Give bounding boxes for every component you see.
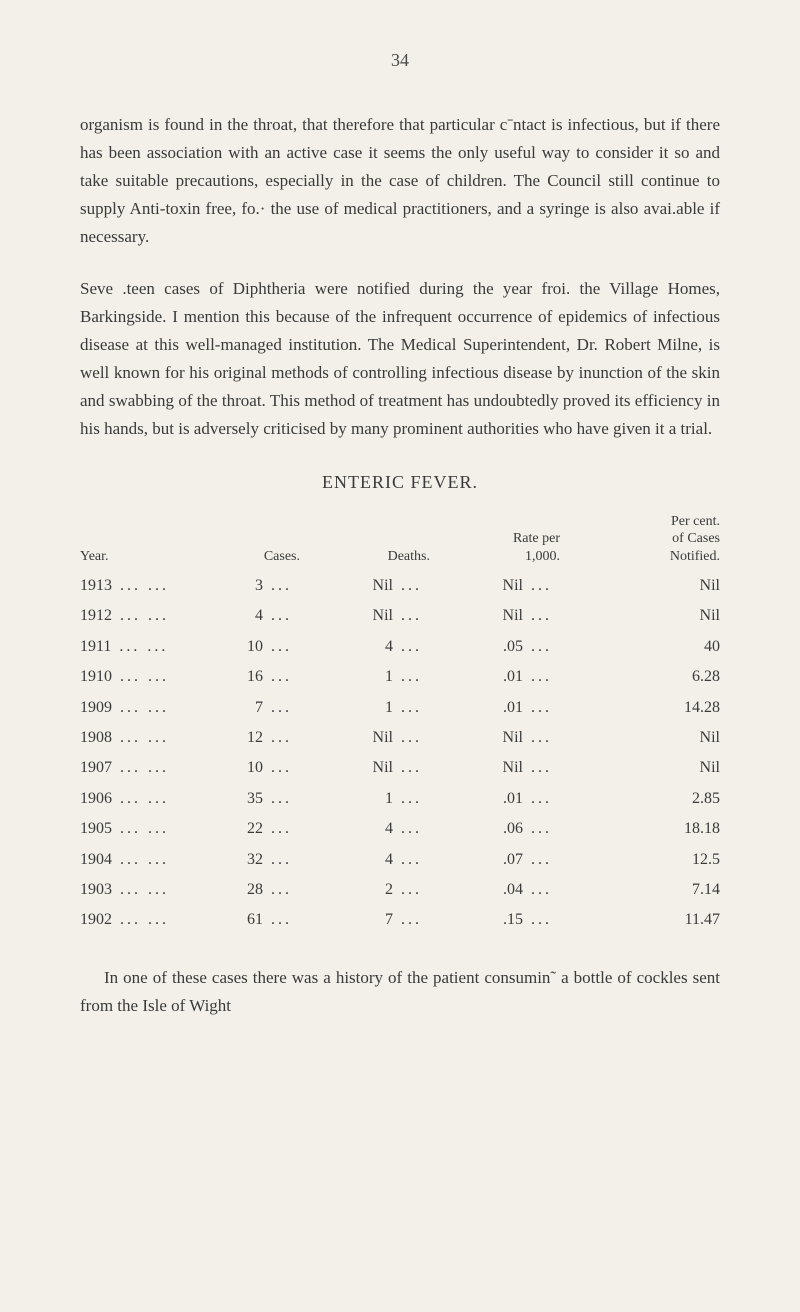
cell-cases: 61... xyxy=(200,905,300,935)
header-rate-line1: Rate per xyxy=(513,530,560,548)
cell-year: 1912... ... xyxy=(80,601,200,631)
table-row: 1913... ...3...Nil...Nil...Nil xyxy=(80,571,720,601)
cell-rate: .01... xyxy=(430,693,560,723)
paragraph-3: In one of these cases there was a histor… xyxy=(80,964,720,1020)
cell-deaths: 1... xyxy=(300,784,430,814)
cell-cases: 28... xyxy=(200,875,300,905)
header-notified-line2: of Cases xyxy=(672,530,720,548)
header-deaths-label: Deaths. xyxy=(388,548,430,566)
table-row: 1904... ...32...4....07...12.5 xyxy=(80,845,720,875)
paragraph-2: Seve .teen cases of Diphtheria were noti… xyxy=(80,275,720,443)
cell-year: 1904... ... xyxy=(80,845,200,875)
cell-cases: 7... xyxy=(200,693,300,723)
cell-year: 1913... ... xyxy=(80,571,200,601)
cell-rate: Nil... xyxy=(430,571,560,601)
table-row: 1910... ...16...1....01...6.28 xyxy=(80,662,720,692)
header-year-label: Year. xyxy=(80,548,109,566)
header-cases: x x Cases. xyxy=(200,513,300,566)
cell-rate: .15... xyxy=(430,905,560,935)
header-notified-line1: Per cent. xyxy=(671,513,720,531)
cell-deaths: Nil... xyxy=(300,601,430,631)
table-row: 1906... ...35...1....01...2.85 xyxy=(80,784,720,814)
cell-cases: 16... xyxy=(200,662,300,692)
cell-cases: 3... xyxy=(200,571,300,601)
cell-deaths: 2... xyxy=(300,875,430,905)
cell-notified: 40 xyxy=(560,632,720,662)
cell-year: 1903... ... xyxy=(80,875,200,905)
cell-deaths: Nil... xyxy=(300,723,430,753)
cell-rate: .01... xyxy=(430,784,560,814)
cell-cases: 22... xyxy=(200,814,300,844)
cell-notified: 7.14 xyxy=(560,875,720,905)
cell-rate: Nil... xyxy=(430,601,560,631)
cell-notified: 6.28 xyxy=(560,662,720,692)
cell-deaths: 4... xyxy=(300,814,430,844)
table-header-row: x x Year. x x Cases. x x Deaths. x Rate … xyxy=(80,513,720,566)
cell-cases: 32... xyxy=(200,845,300,875)
cell-deaths: 4... xyxy=(300,845,430,875)
header-cases-label: Cases. xyxy=(264,548,300,566)
cell-rate: .01... xyxy=(430,662,560,692)
cell-deaths: 7... xyxy=(300,905,430,935)
cell-year: 1909... ... xyxy=(80,693,200,723)
cell-rate: .07... xyxy=(430,845,560,875)
cell-notified: 11.47 xyxy=(560,905,720,935)
cell-year: 1910... ... xyxy=(80,662,200,692)
header-deaths: x x Deaths. xyxy=(300,513,430,566)
cell-notified: Nil xyxy=(560,601,720,631)
cell-year: 1908... ... xyxy=(80,723,200,753)
header-rate-line2: 1,000. xyxy=(525,548,560,566)
enteric-fever-table: x x Year. x x Cases. x x Deaths. x Rate … xyxy=(80,513,720,936)
header-notified: Per cent. of Cases Notified. xyxy=(560,513,720,566)
table-row: 1902... ...61...7....15...11.47 xyxy=(80,905,720,935)
cell-year: 1907... ... xyxy=(80,753,200,783)
cell-deaths: Nil... xyxy=(300,753,430,783)
cell-cases: 4... xyxy=(200,601,300,631)
cell-notified: Nil xyxy=(560,571,720,601)
cell-deaths: Nil... xyxy=(300,571,430,601)
cell-year: 1906... ... xyxy=(80,784,200,814)
header-rate: x Rate per 1,000. xyxy=(430,513,560,566)
cell-notified: 14.28 xyxy=(560,693,720,723)
table-row: 1911... ...10...4....05...40 xyxy=(80,632,720,662)
page-number: 34 xyxy=(80,50,720,71)
table-row: 1912... ...4...Nil...Nil...Nil xyxy=(80,601,720,631)
table-row: 1905... ...22...4....06...18.18 xyxy=(80,814,720,844)
cell-cases: 10... xyxy=(200,753,300,783)
table-row: 1908... ...12...Nil...Nil...Nil xyxy=(80,723,720,753)
cell-cases: 10... xyxy=(200,632,300,662)
cell-year: 1902... ... xyxy=(80,905,200,935)
cell-rate: .06... xyxy=(430,814,560,844)
cell-rate: .04... xyxy=(430,875,560,905)
header-notified-line3: Notified. xyxy=(670,548,720,566)
section-title: ENTERIC FEVER. xyxy=(80,472,720,493)
cell-cases: 35... xyxy=(200,784,300,814)
table-row: 1909... ...7...1....01...14.28 xyxy=(80,693,720,723)
paragraph-1: organism is found in the throat, that th… xyxy=(80,111,720,251)
cell-notified: Nil xyxy=(560,753,720,783)
cell-rate: Nil... xyxy=(430,723,560,753)
cell-deaths: 1... xyxy=(300,693,430,723)
cell-year: 1905... ... xyxy=(80,814,200,844)
cell-notified: 18.18 xyxy=(560,814,720,844)
cell-year: 1911... ... xyxy=(80,632,200,662)
table-row: 1903... ...28...2....04...7.14 xyxy=(80,875,720,905)
cell-deaths: 1... xyxy=(300,662,430,692)
cell-deaths: 4... xyxy=(300,632,430,662)
cell-notified: Nil xyxy=(560,723,720,753)
header-year: x x Year. xyxy=(80,513,200,566)
cell-rate: .05... xyxy=(430,632,560,662)
cell-rate: Nil... xyxy=(430,753,560,783)
cell-cases: 12... xyxy=(200,723,300,753)
cell-notified: 2.85 xyxy=(560,784,720,814)
cell-notified: 12.5 xyxy=(560,845,720,875)
table-row: 1907... ...10...Nil...Nil...Nil xyxy=(80,753,720,783)
